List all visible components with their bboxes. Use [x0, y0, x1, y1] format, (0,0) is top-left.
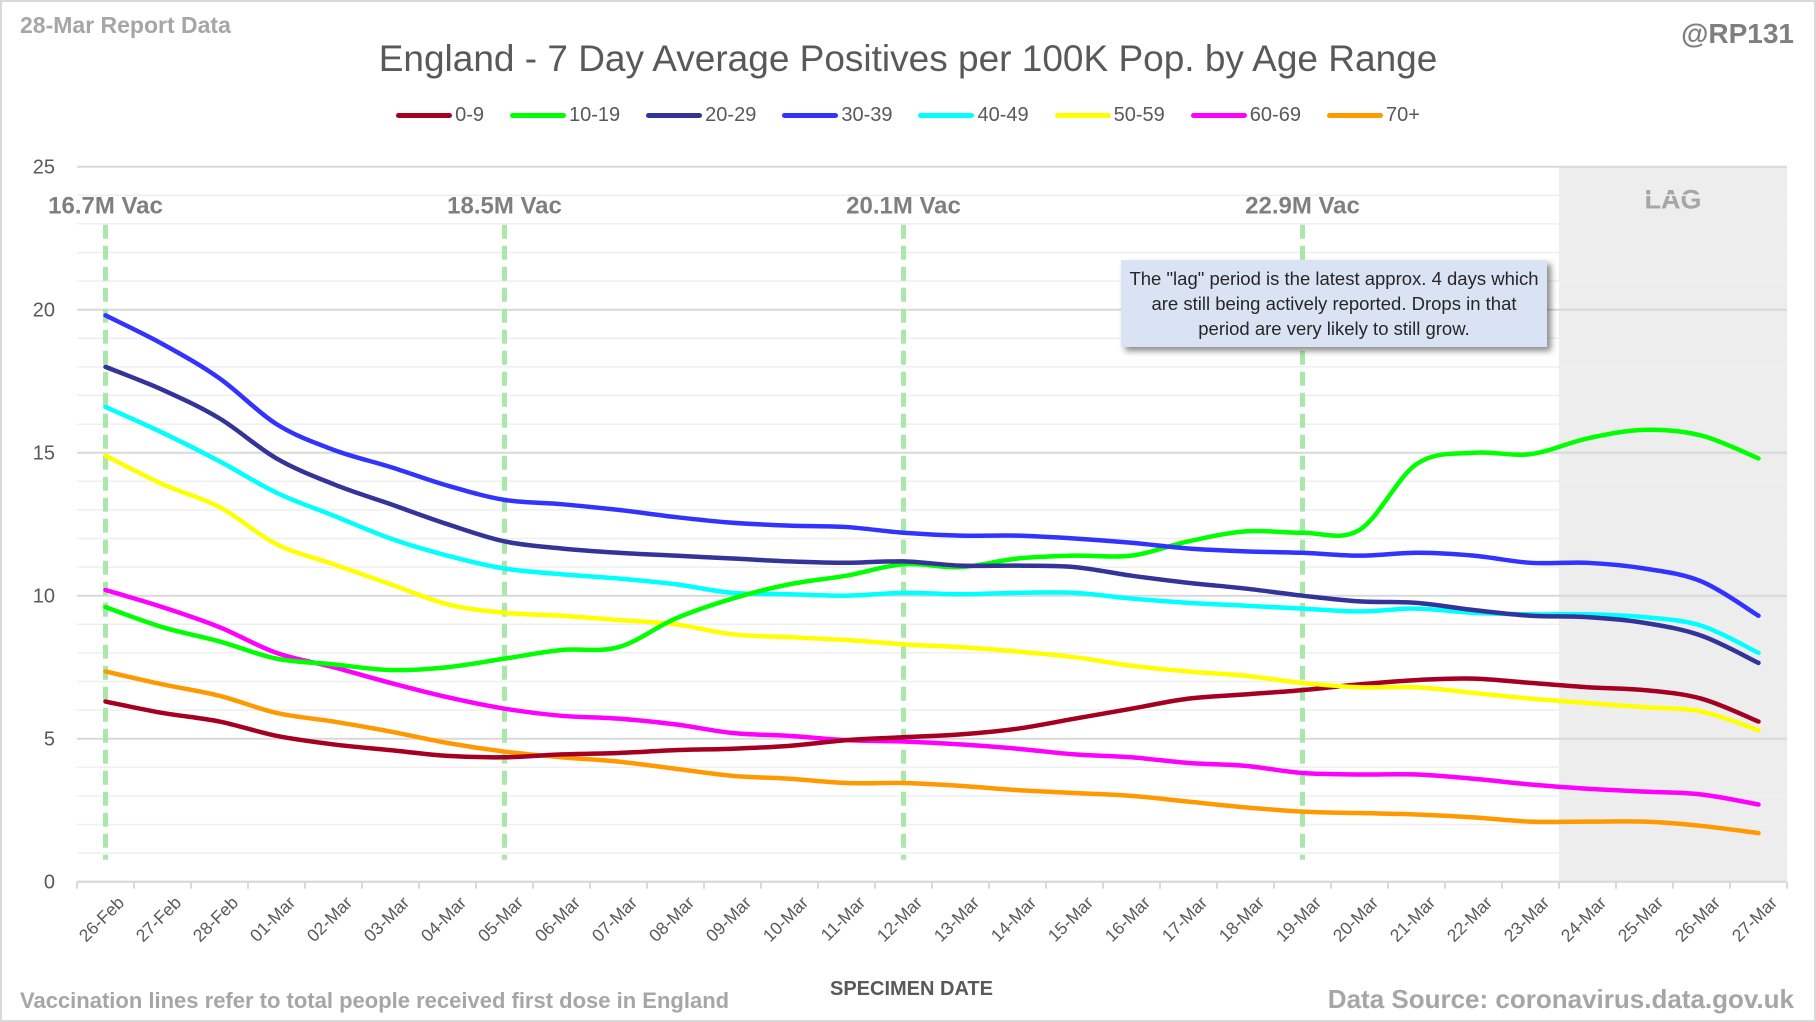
legend-item: 0-9 [396, 104, 484, 127]
x-tick-label: 12-Mar [873, 892, 926, 945]
vaccination-label: 22.9M Vac [1245, 193, 1360, 220]
x-tick-label: 17-Mar [1158, 892, 1211, 945]
series-line-40-49 [103, 404, 1761, 656]
x-tick-label: 09-Mar [702, 892, 755, 945]
legend-swatch [646, 113, 703, 118]
lag-region [1559, 166, 1787, 882]
legend-item: 30-39 [782, 104, 892, 127]
legend-label: 40-49 [977, 104, 1029, 126]
y-tick-label: 25 [33, 157, 55, 179]
series-line-50-59 [103, 453, 1761, 733]
y-tick-label: 0 [44, 872, 55, 894]
series-line-0-9 [103, 676, 1761, 760]
legend-swatch [782, 113, 839, 118]
legend-swatch [1190, 113, 1247, 118]
x-tick-label: 05-Mar [474, 892, 527, 945]
y-tick-label: 20 [33, 300, 55, 322]
x-tick-label: 11-Mar [817, 892, 870, 945]
y-tick-label: 5 [44, 729, 55, 751]
author-handle: @RP131 [1681, 18, 1794, 49]
legend-swatch [1326, 113, 1383, 118]
x-tick-label: 15-Mar [1044, 892, 1097, 945]
x-tick-label: 28-Feb [189, 892, 242, 945]
legend-label: 10-19 [569, 104, 621, 126]
legend-swatch [1054, 113, 1111, 118]
legend-label: 30-39 [841, 104, 893, 126]
data-source: Data Source: coronavirus.data.gov.uk [1327, 984, 1794, 1014]
x-axis-title: SPECIMEN DATE [830, 978, 993, 1000]
legend-label: 20-29 [705, 104, 757, 126]
x-tick-label: 20-Mar [1329, 892, 1382, 945]
x-tick-label: 13-Mar [930, 892, 983, 945]
x-tick-label: 21-Mar [1386, 892, 1439, 945]
x-tick-label: 06-Mar [531, 892, 584, 945]
legend-label: 60-69 [1249, 104, 1301, 126]
series-line-70+ [103, 669, 1761, 836]
legend-label: 0-9 [455, 104, 485, 126]
x-tick-label: 01-Mar [246, 892, 299, 945]
legend-label: 50-59 [1113, 104, 1165, 126]
x-tick-label: 26-Mar [1671, 892, 1724, 945]
series-line-20-29 [103, 364, 1761, 666]
legend-item: 60-69 [1190, 104, 1301, 127]
x-tick-label: 02-Mar [303, 892, 356, 945]
lag-callout: The "lag" period is the latest approx. 4… [1121, 260, 1547, 347]
legend: 0-9 10-19 20-29 30-39 40-49 50-59 60-69 70+ [0, 104, 1816, 127]
vaccination-label: 20.1M Vac [846, 193, 961, 220]
x-tick-label: 18-Mar [1215, 892, 1268, 945]
x-tick-label: 14-Mar [987, 892, 1040, 945]
x-tick-label: 22-Mar [1443, 892, 1496, 945]
x-tick-label: 03-Mar [360, 892, 413, 945]
x-tick-label: 10-Mar [759, 892, 812, 945]
vaccination-label: 18.5M Vac [447, 193, 562, 220]
x-tick-label: 27-Mar [1728, 892, 1781, 945]
x-tick-label: 26-Feb [75, 892, 128, 945]
legend-item: 20-29 [646, 104, 756, 127]
report-date-label: 28-Mar Report Data [20, 12, 231, 38]
series-line-30-39 [103, 313, 1761, 618]
vaccination-footnote: Vaccination lines refer to total people … [20, 988, 730, 1013]
lag-label: LAG [1645, 185, 1702, 215]
y-tick-label: 10 [33, 586, 55, 608]
x-tick-label: 27-Feb [132, 892, 185, 945]
x-tick-label: 23-Mar [1500, 892, 1553, 945]
x-tick-label: 24-Mar [1557, 892, 1610, 945]
x-tick-label: 07-Mar [588, 892, 641, 945]
x-tick-label: 25-Mar [1614, 892, 1667, 945]
legend-item: 50-59 [1054, 104, 1165, 127]
legend-item: 70+ [1326, 104, 1420, 127]
legend-swatch [510, 113, 567, 118]
legend-item: 10-19 [510, 104, 620, 127]
legend-item: 40-49 [918, 104, 1029, 127]
x-tick-label: 04-Mar [417, 892, 470, 945]
chart-title: England - 7 Day Average Positives per 10… [378, 38, 1438, 79]
series-line-10-19 [103, 427, 1761, 673]
legend-swatch [918, 113, 975, 118]
x-tick-label: 16-Mar [1101, 892, 1154, 945]
series-line-60-69 [103, 587, 1761, 807]
x-tick-label: 08-Mar [645, 892, 698, 945]
vaccination-label: 16.7M Vac [48, 193, 163, 220]
x-tick-label: 19-Mar [1272, 892, 1325, 945]
legend-label: 70+ [1385, 104, 1420, 126]
y-tick-label: 15 [33, 443, 55, 465]
legend-swatch [396, 113, 453, 118]
